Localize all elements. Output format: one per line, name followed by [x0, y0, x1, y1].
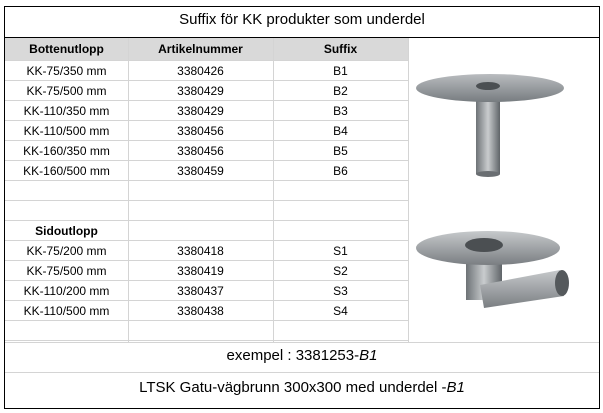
side-outlet-image: [416, 231, 569, 308]
table-cell: B4: [333, 124, 348, 138]
table-cell: B1: [333, 64, 348, 78]
table-cell: KK-75/500 mm: [26, 84, 107, 98]
example-text: exempel : 3381253-: [226, 347, 360, 364]
footer: LTSK Gatu-vägbrunn 300x300 med underdel …: [5, 378, 599, 398]
grid-line: [128, 38, 129, 342]
grid-line: [5, 340, 408, 341]
grid-line: [5, 240, 408, 241]
section-label: Sidoutlopp: [35, 224, 98, 238]
example-suffix: B1: [359, 347, 378, 364]
table-cell: B5: [333, 144, 348, 158]
table-cell: 3380437: [177, 284, 224, 298]
table-cell: B6: [333, 164, 348, 178]
table-cell: B2: [333, 84, 348, 98]
table-cell: 3380438: [177, 304, 224, 318]
grid-line: [5, 140, 408, 141]
grid-line: [5, 120, 408, 121]
frame: [4, 6, 600, 409]
table-cell: KK-110/350 mm: [23, 104, 110, 118]
table-cell: KK-110/200 mm: [23, 284, 110, 298]
table-cell: S1: [333, 244, 348, 258]
footer-suffix: B1: [446, 379, 465, 396]
table-cell: KK-160/500 mm: [23, 164, 110, 178]
header-bg: [5, 38, 408, 60]
table-cell: 3380456: [177, 124, 224, 138]
table-cell: S3: [333, 284, 348, 298]
table-cell: 3380459: [177, 164, 224, 178]
table-cell: KK-160/350 mm: [23, 144, 110, 158]
grid-line: [273, 38, 274, 342]
grid-line: [5, 372, 599, 373]
table-cell: KK-110/500 mm: [23, 304, 110, 318]
table-cell: 3380456: [177, 144, 224, 158]
rule: [5, 37, 599, 38]
grid-line: [5, 200, 408, 201]
bottom-outlet-image: [416, 74, 564, 177]
footer-text: LTSK Gatu-vägbrunn 300x300 med underdel …: [139, 379, 447, 396]
table-cell: 3380429: [177, 104, 224, 118]
column-header: Artikelnummer: [158, 42, 243, 56]
table-cell: KK-75/500 mm: [26, 264, 107, 278]
grid-line: [5, 80, 408, 81]
table-cell: KK-110/500 mm: [23, 124, 110, 138]
grid-line: [408, 38, 409, 342]
table-cell: KK-75/350 mm: [26, 64, 107, 78]
table-cell: KK-75/200 mm: [26, 244, 107, 258]
grid-line: [5, 60, 408, 61]
grid-line: [5, 342, 599, 343]
grid-line: [5, 100, 408, 101]
table-cell: S4: [333, 304, 348, 318]
grid-line: [5, 320, 408, 321]
example: exempel : 3381253-B1: [5, 346, 599, 366]
column-header: Bottenutlopp: [29, 42, 104, 56]
table-cell: 3380418: [177, 244, 224, 258]
grid-line: [5, 160, 408, 161]
grid-line: [5, 260, 408, 261]
grid-line: [5, 300, 408, 301]
column-header: Suffix: [323, 42, 358, 56]
table-cell: S2: [333, 264, 348, 278]
grid-line: [5, 180, 408, 181]
grid-line: [5, 280, 408, 281]
table-cell: B3: [333, 104, 348, 118]
grid-line: [5, 220, 408, 221]
title: Suffix för KK produkter som underdel: [179, 11, 425, 28]
table-cell: 3380426: [177, 64, 224, 78]
table-cell: 3380419: [177, 264, 224, 278]
table-cell: 3380429: [177, 84, 224, 98]
